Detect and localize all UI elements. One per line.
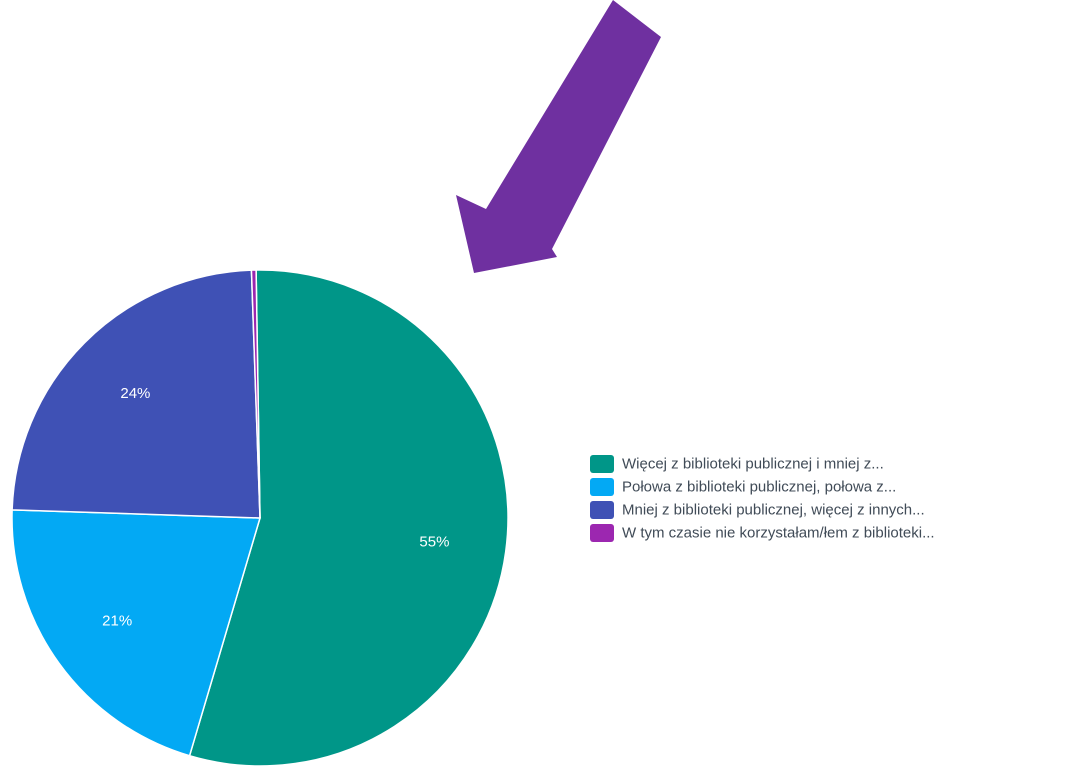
legend-item-4: W tym czasie nie korzystałam/łem z bibli… — [590, 524, 935, 542]
legend-label-2: Połowa z biblioteki publicznej, połowa z… — [622, 479, 896, 496]
legend-swatch-4 — [590, 524, 614, 542]
annotation-arrow — [456, 0, 661, 273]
pie-slices — [11, 269, 509, 767]
pie-slice-1 — [188, 269, 509, 767]
legend: Więcej z biblioteki publicznej i mniej z… — [590, 455, 935, 542]
pie-slice-4 — [250, 269, 261, 519]
legend-swatch-2 — [590, 478, 614, 496]
pie-slice-3 — [11, 269, 261, 519]
pie-slice-label-3: 24% — [120, 385, 150, 402]
pie-slice-labels: 55% 21% 24% — [102, 385, 449, 629]
legend-item-2: Połowa z biblioteki publicznej, połowa z… — [590, 478, 896, 496]
legend-swatch-3 — [590, 501, 614, 519]
pie-slice-label-1: 55% — [419, 533, 449, 550]
legend-label-4: W tym czasie nie korzystałam/łem z bibli… — [622, 525, 935, 542]
legend-label-3: Mniej z biblioteki publicznej, więcej z … — [622, 502, 925, 519]
pie-slice-2 — [11, 509, 261, 757]
legend-label-1: Więcej z biblioteki publicznej i mniej z… — [622, 456, 884, 473]
legend-item-1: Więcej z biblioteki publicznej i mniej z… — [590, 455, 884, 473]
pie-slice-label-2: 21% — [102, 613, 132, 630]
legend-swatch-1 — [590, 455, 614, 473]
legend-item-3: Mniej z biblioteki publicznej, więcej z … — [590, 501, 925, 519]
